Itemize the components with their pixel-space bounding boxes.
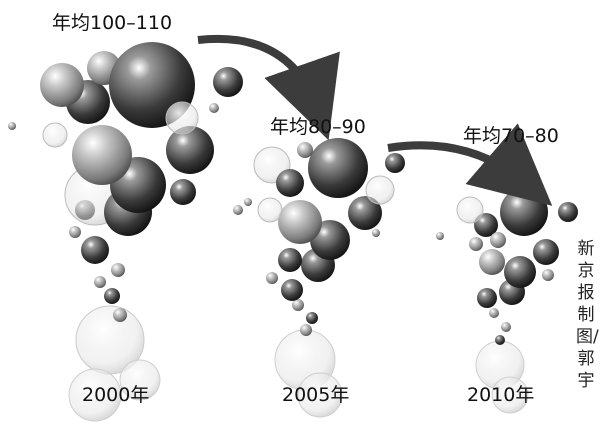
bubble-cluster-2000 [8, 42, 243, 422]
range-label-2000: 年均100–110 [52, 12, 173, 34]
arrow-2005-to-2010 [387, 123, 553, 206]
year-label-2000: 2000年 [82, 384, 150, 406]
year-label-2010: 2010年 [467, 384, 535, 406]
range-label-2010: 年均70–80 [463, 125, 559, 147]
year-label-2005: 2005年 [282, 384, 350, 406]
range-label-2005: 年均80–90 [270, 116, 366, 138]
bubble-cluster-2005 [244, 138, 405, 418]
arrow-2000-to-2005 [197, 34, 340, 141]
credit-line: 新京报制图/郭宇 [576, 239, 599, 391]
